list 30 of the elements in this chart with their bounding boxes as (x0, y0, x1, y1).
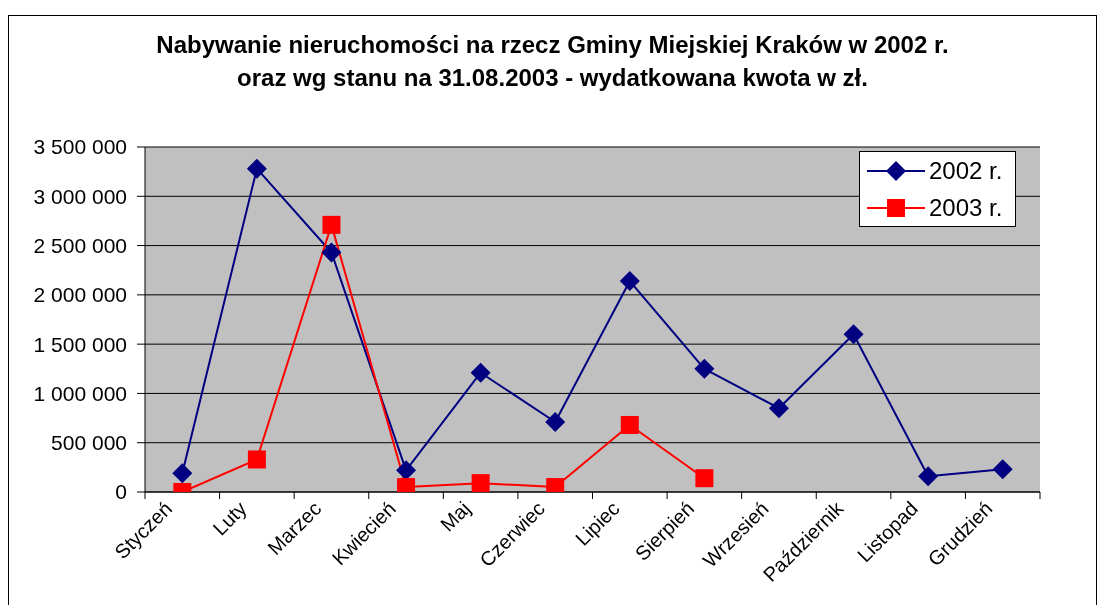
point (470, 362, 491, 383)
legend-label: 2002 r. (929, 156, 1003, 185)
point (246, 158, 267, 179)
y-tick-label: 0 (115, 480, 127, 504)
y-tick-label: 500 000 (51, 431, 127, 455)
point (247, 450, 266, 469)
point (918, 466, 939, 487)
y-tick-label: 1 500 000 (33, 332, 127, 356)
point (768, 398, 789, 419)
y-tick-label: 3 000 000 (33, 184, 127, 208)
chart-title: Nabywanie nieruchomości na rzecz Gminy Miejskiej Kraków w 2002 r. oraz wg stanu na 31.08.2003 - wydatkowana kwota w zł. (155, 30, 950, 93)
legend-label: 2003 r. (929, 193, 1003, 222)
point (321, 242, 342, 263)
point (694, 358, 715, 379)
y-tick-label: 2 500 000 (33, 234, 127, 258)
point (396, 460, 417, 481)
y-tick-label: 3 500 000 (33, 135, 127, 159)
x-tick-label: Maj (436, 497, 475, 536)
y-tick-label: 1 000 000 (33, 381, 127, 405)
point (620, 415, 639, 434)
point (545, 412, 566, 433)
point (471, 474, 490, 492)
point (992, 459, 1013, 480)
point (843, 324, 864, 345)
y-tick-label: 2 000 000 (33, 283, 127, 307)
point (695, 469, 714, 488)
x-tick-label: Luty (208, 497, 251, 540)
point (172, 463, 193, 484)
point (619, 271, 640, 292)
point (322, 215, 341, 234)
